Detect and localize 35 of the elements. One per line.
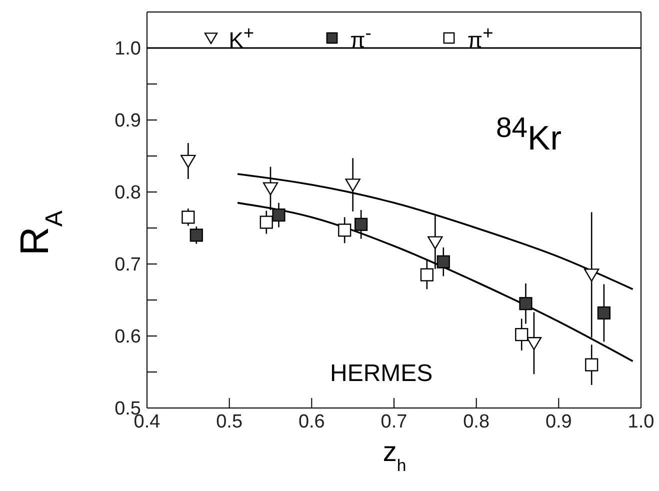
x-tick-label: 0.7 <box>380 411 408 432</box>
x-axis-title: z$_{h}$ <box>382 436 406 474</box>
point <box>180 154 196 168</box>
legend-label: π$^{+}$ <box>467 22 494 54</box>
point <box>436 255 450 268</box>
y-tick-label: 0.9 <box>114 110 141 132</box>
x-tick-label: 0.8 <box>463 411 490 432</box>
legend-label: K$^{+}$ <box>228 22 254 54</box>
x-tick-label: 1.0 <box>628 411 654 432</box>
point <box>420 268 434 282</box>
y-tick-label: 1.0 <box>114 38 141 60</box>
point <box>182 210 195 224</box>
point <box>338 224 352 237</box>
legend-label: π$^{-}$ <box>350 22 372 54</box>
point <box>597 306 610 320</box>
point <box>260 216 273 229</box>
point <box>526 337 542 350</box>
y-tick-label: 0.8 <box>114 182 141 204</box>
point <box>272 208 286 222</box>
annotation: $^{84}$Kr <box>496 112 562 158</box>
point <box>345 178 360 192</box>
x-tick-label: 0.9 <box>545 411 572 432</box>
point <box>190 228 203 242</box>
y-tick-label: 0.6 <box>114 326 141 348</box>
point <box>262 182 278 196</box>
x-tick-label: 0.6 <box>298 411 325 432</box>
point <box>585 358 598 372</box>
annotation: HERMES <box>330 360 433 388</box>
x-tick-label: 0.5 <box>216 411 243 432</box>
point <box>584 268 600 282</box>
y-tick-label: 0.7 <box>114 254 141 276</box>
point <box>354 218 368 231</box>
point <box>428 236 443 250</box>
point <box>515 328 528 342</box>
point <box>519 297 532 310</box>
